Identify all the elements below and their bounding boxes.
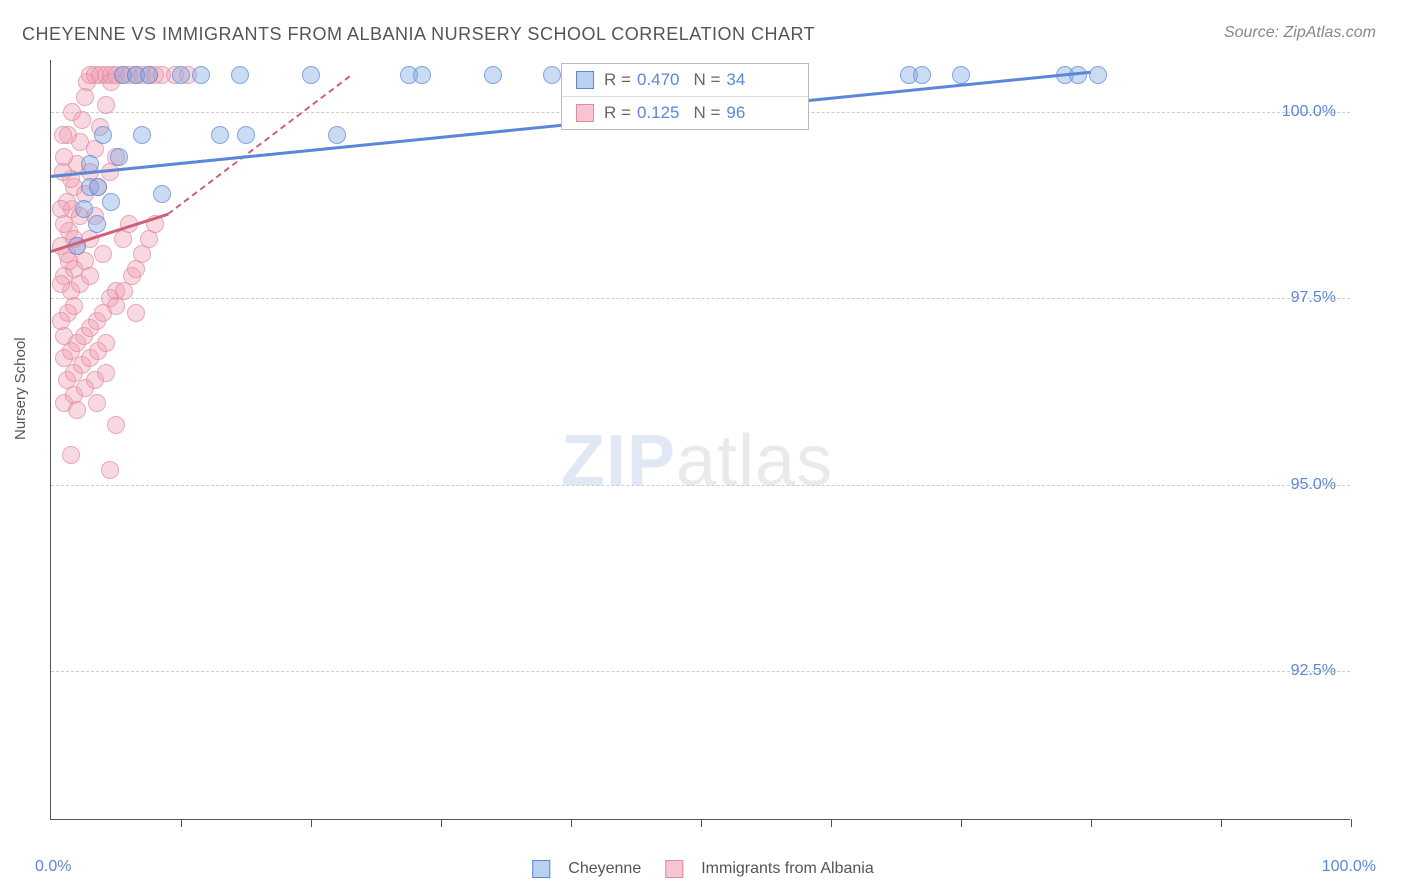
x-axis-label-max: 100.0% (1322, 858, 1376, 876)
chart-title: CHEYENNE VS IMMIGRANTS FROM ALBANIA NURS… (22, 24, 815, 45)
y-axis-title: Nursery School (12, 337, 29, 440)
gridline (51, 671, 1350, 672)
scatter-point (97, 96, 115, 114)
scatter-point (68, 401, 86, 419)
scatter-point (211, 126, 229, 144)
scatter-point (54, 163, 72, 181)
stats-row: R =0.470N =34 (562, 64, 808, 96)
scatter-point (88, 394, 106, 412)
scatter-point (172, 66, 190, 84)
scatter-point (484, 66, 502, 84)
scatter-point (107, 416, 125, 434)
scatter-point (328, 126, 346, 144)
y-tick-label: 95.0% (1291, 476, 1336, 494)
scatter-point (153, 185, 171, 203)
scatter-point (52, 275, 70, 293)
x-tick (571, 819, 572, 827)
scatter-point (97, 364, 115, 382)
scatter-point (102, 193, 120, 211)
legend-item-albania: Immigrants from Albania (665, 860, 874, 878)
stats-row: R =0.125N =96 (562, 96, 808, 129)
x-tick (1351, 819, 1352, 827)
legend-item-cheyenne: Cheyenne (532, 860, 641, 878)
x-tick (311, 819, 312, 827)
scatter-point (97, 334, 115, 352)
scatter-point (94, 245, 112, 263)
x-axis-label-min: 0.0% (35, 858, 71, 876)
scatter-point (62, 446, 80, 464)
square-icon (576, 104, 594, 122)
scatter-point (75, 200, 93, 218)
x-tick (961, 819, 962, 827)
scatter-point (94, 126, 112, 144)
x-tick (181, 819, 182, 827)
legend: Cheyenne Immigrants from Albania (532, 860, 873, 878)
scatter-point (81, 267, 99, 285)
scatter-point (140, 66, 158, 84)
x-tick (441, 819, 442, 827)
scatter-point (54, 126, 72, 144)
scatter-point (63, 103, 81, 121)
x-tick (1221, 819, 1222, 827)
x-tick (1091, 819, 1092, 827)
legend-label: Cheyenne (568, 860, 641, 878)
square-icon (532, 860, 550, 878)
y-tick-label: 97.5% (1291, 289, 1336, 307)
scatter-point (192, 66, 210, 84)
trend-line-dashed (167, 75, 350, 214)
source-attribution: Source: ZipAtlas.com (1224, 24, 1376, 42)
y-tick-label: 100.0% (1282, 103, 1336, 121)
scatter-point (231, 66, 249, 84)
scatter-point (52, 312, 70, 330)
scatter-point (952, 66, 970, 84)
scatter-point (127, 304, 145, 322)
scatter-point (65, 297, 83, 315)
gridline (51, 298, 1350, 299)
scatter-point (101, 461, 119, 479)
scatter-plot-area: 100.0% 97.5% 95.0% 92.5% ZIPatlas R =0.470N =… (50, 60, 1350, 820)
watermark: ZIPatlas (561, 420, 833, 502)
scatter-point (133, 126, 151, 144)
scatter-point (302, 66, 320, 84)
scatter-point (543, 66, 561, 84)
scatter-point (89, 178, 107, 196)
x-tick (701, 819, 702, 827)
scatter-point (88, 215, 106, 233)
scatter-point (1089, 66, 1107, 84)
scatter-point (52, 200, 70, 218)
scatter-point (110, 148, 128, 166)
scatter-point (913, 66, 931, 84)
scatter-point (413, 66, 431, 84)
legend-label: Immigrants from Albania (701, 860, 874, 878)
y-tick-label: 92.5% (1291, 662, 1336, 680)
square-icon (665, 860, 683, 878)
correlation-stats-box: R =0.470N =34R =0.125N =96 (561, 63, 809, 130)
square-icon (576, 71, 594, 89)
x-tick (831, 819, 832, 827)
scatter-point (237, 126, 255, 144)
